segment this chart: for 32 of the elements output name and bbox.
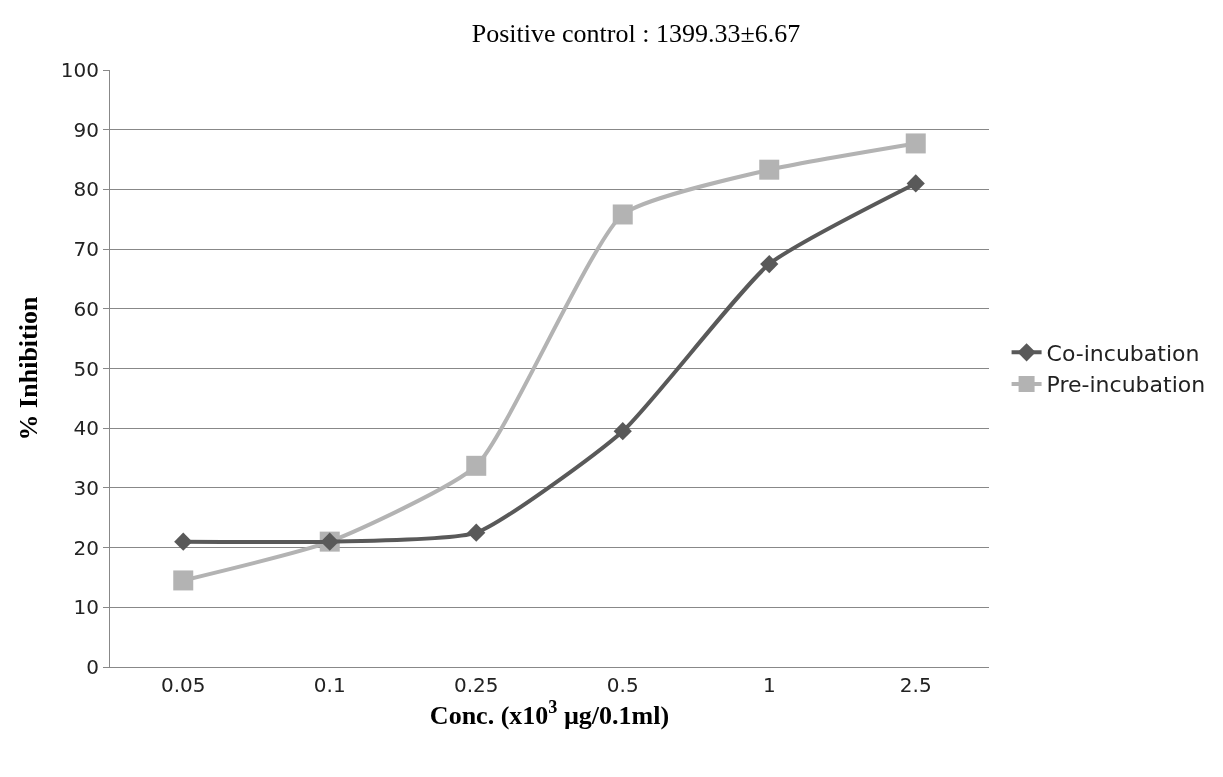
x-tick-label: 0.05	[160, 673, 206, 697]
x-tick-label: 0.1	[313, 673, 346, 697]
point	[759, 159, 780, 180]
y-tick-label: 80	[73, 177, 99, 202]
point	[173, 570, 194, 591]
x-tick-label: 0.5	[606, 673, 639, 697]
x-tick-label: 1	[762, 673, 776, 697]
y-tick-label: 100	[60, 58, 99, 82]
y-tick-label: 0	[86, 655, 99, 679]
y-tick-label: 30	[73, 475, 99, 500]
point	[905, 133, 926, 154]
legend-label: Co-incubation	[1046, 340, 1200, 366]
y-axis-title: % Inhibition	[14, 296, 44, 441]
y-tick-label: 40	[73, 416, 99, 441]
x-tick-label: 2.5	[899, 673, 932, 697]
y-tick-label: 70	[73, 237, 99, 262]
y-tick-label: 50	[73, 356, 99, 381]
y-tick-label: 60	[73, 296, 99, 321]
point	[467, 523, 486, 542]
point	[174, 532, 193, 551]
point	[612, 204, 633, 225]
x-axis-title: Conc. (x10$^{3}$ µg/0.1ml)	[429, 697, 670, 730]
point	[760, 254, 779, 274]
point	[906, 174, 925, 193]
point	[613, 422, 632, 441]
y-tick-label: 20	[73, 535, 99, 560]
legend-label: Pre-incubation	[1046, 372, 1206, 398]
x-tick-label: 0.25	[453, 673, 499, 697]
point	[466, 455, 487, 476]
y-tick-label: 10	[73, 595, 99, 620]
y-tick-label: 90	[73, 117, 99, 142]
chart-title: Positive control : 1399.33±6.67	[471, 18, 801, 48]
